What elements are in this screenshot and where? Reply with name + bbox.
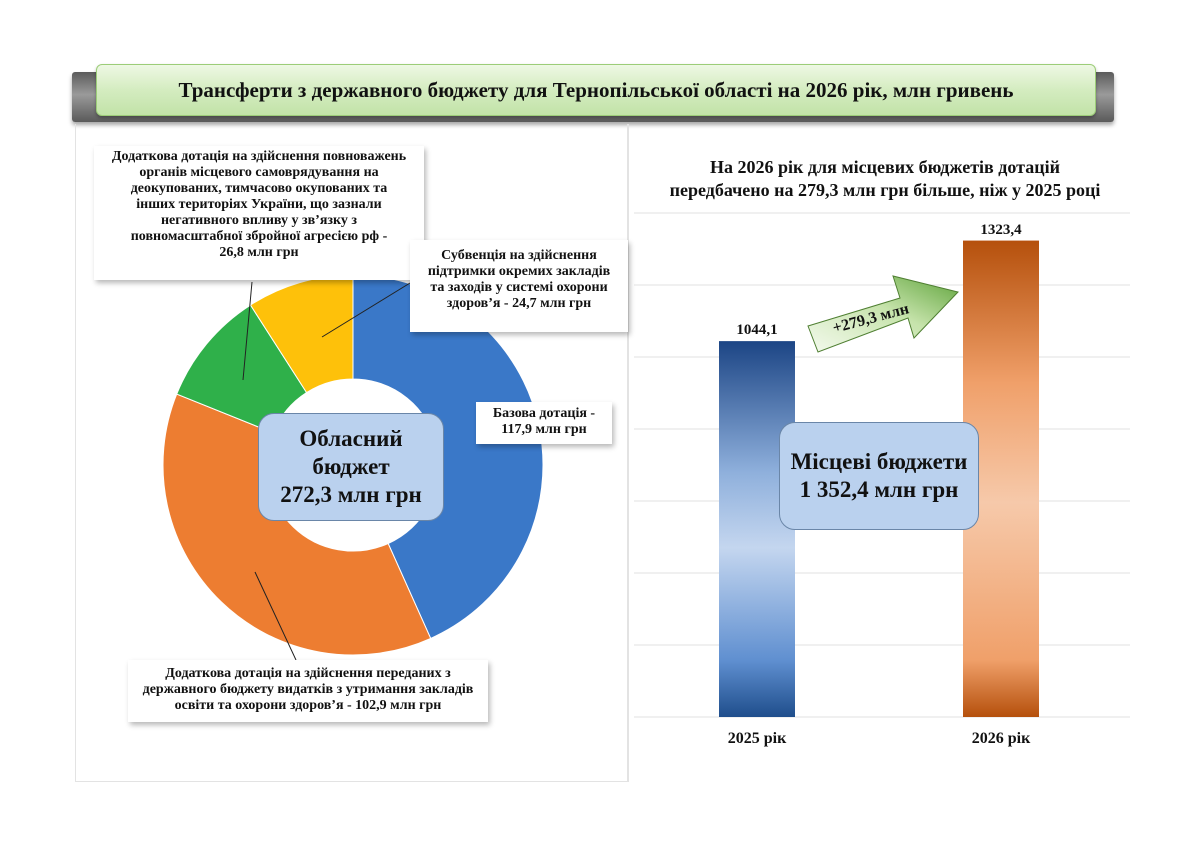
- callout-territories: Додаткова дотація на здійснення повноваж…: [94, 146, 424, 280]
- callout-territories-line: інших територіях України, що зазнали: [136, 197, 382, 212]
- callout-territories-line: повномасштабної збройної агресією рф -: [130, 229, 388, 244]
- local-budgets-line: Місцеві бюджети: [790, 449, 968, 474]
- donut-center-line: 272,3 млн грн: [280, 482, 422, 507]
- callout-education-line: Додаткова дотація на здійснення передани…: [165, 666, 451, 681]
- callout-education: Додаткова дотація на здійснення передани…: [128, 660, 488, 722]
- callout-health: Субвенція на здійснення підтримки окреми…: [410, 240, 628, 332]
- callout-territories-line: деокупованих, тимчасово окупованих та: [130, 181, 388, 196]
- bar-value-label-2025: 1044,1: [736, 322, 778, 338]
- bar-2025: [719, 341, 795, 717]
- leader-line-health: [321, 282, 411, 338]
- callout-health-line: Субвенція на здійснення: [441, 248, 597, 263]
- callout-territories-line: негативного впливу у зв’язку з: [160, 213, 358, 228]
- donut-center-label: Обласний бюджет 272,3 млн грн: [258, 413, 444, 521]
- callout-basic-line: 117,9 млн грн: [501, 422, 587, 437]
- page-title: Трансферти з державного бюджету для Терн…: [96, 64, 1096, 116]
- callout-health-line: та заходів у системі охорони: [430, 280, 608, 295]
- x-tick-label-2026: 2026 рік: [971, 730, 1031, 747]
- bar-value-label-2026: 1323,4: [980, 222, 1022, 238]
- increase-arrow: +279,3 млн: [807, 275, 959, 353]
- leader-line-education: [254, 571, 297, 661]
- donut-center-line: бюджет: [312, 454, 390, 479]
- callout-education-line: державного бюджету видатків з утримання …: [142, 682, 474, 697]
- leader-line-territories: [242, 281, 253, 381]
- callout-education-line: освіти та охорони здоров’я - 102,9 млн г…: [174, 698, 442, 713]
- donut-center-line: Обласний: [299, 426, 403, 451]
- donut-slice-education: [162, 393, 432, 656]
- donut-panel: [75, 124, 628, 782]
- bar-chart-title-line: передбачено на 279,3 млн грн більше, ніж…: [669, 180, 1101, 200]
- callout-basic-line: Базова дотація -: [492, 406, 596, 421]
- x-tick-label-2025: 2025 рік: [727, 730, 787, 747]
- callout-territories-line: Додаткова дотація на здійснення повноваж…: [111, 149, 407, 164]
- callout-territories-line: органів місцевого самоврядування на: [139, 165, 379, 180]
- bar-chart-title: На 2026 рік для місцевих бюджетів дотаці…: [640, 156, 1130, 202]
- local-budgets-label: Місцеві бюджети 1 352,4 млн грн: [779, 422, 979, 530]
- callout-health-line: підтримки окремих закладів: [427, 264, 611, 279]
- callout-health-line: здоров’я - 24,7 млн грн: [446, 296, 592, 311]
- local-budgets-line: 1 352,4 млн грн: [799, 477, 959, 502]
- bar-chart-title-line: На 2026 рік для місцевих бюджетів дотаці…: [710, 157, 1060, 177]
- callout-territories-line: 26,8 млн грн: [219, 245, 299, 260]
- callout-basic: Базова дотація - 117,9 млн грн: [476, 402, 612, 444]
- bar-panel: [628, 124, 1136, 782]
